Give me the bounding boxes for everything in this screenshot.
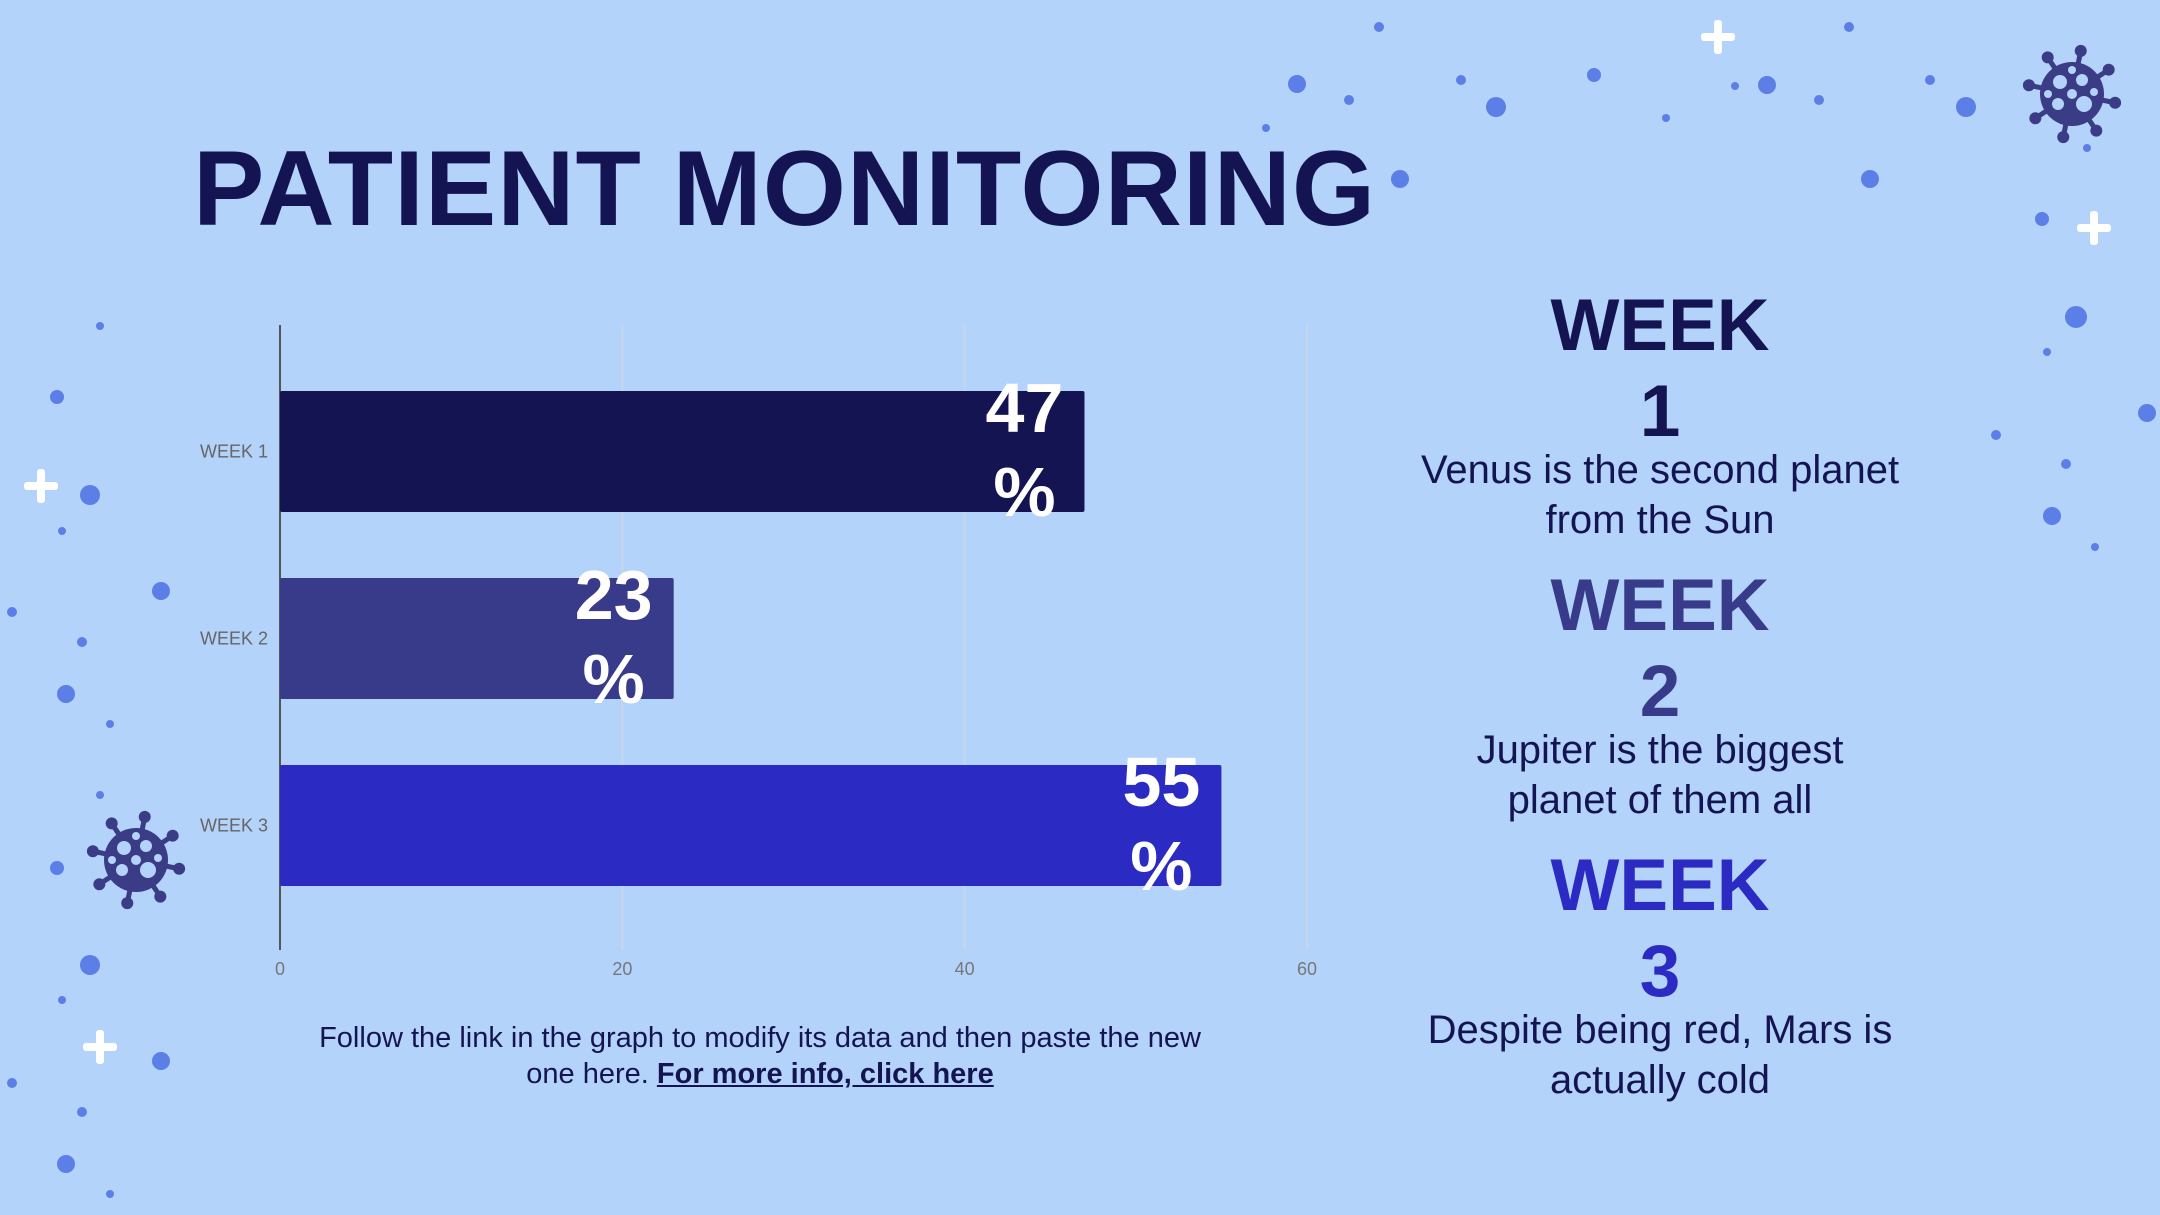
dot-icon [1288, 75, 1306, 93]
x-tick-label: 40 [955, 959, 975, 979]
dot-icon [1925, 75, 1935, 85]
virus-icon [86, 810, 186, 910]
x-tick-label: 60 [1297, 959, 1317, 979]
dot-icon [1814, 95, 1824, 105]
dot-icon [96, 791, 104, 799]
bar-data-label: 23% [575, 556, 653, 718]
category-label: WEEK 2 [200, 629, 268, 649]
week-1-description: Venus is the second planet from the Sun [1420, 448, 1900, 542]
dot-icon [1344, 95, 1354, 105]
dot-icon [50, 390, 64, 404]
x-tick-label: 0 [275, 959, 285, 979]
dot-icon [57, 685, 75, 703]
dot-icon [106, 1190, 114, 1198]
dot-icon [2065, 306, 2087, 328]
plus-icon [1701, 20, 1735, 54]
dot-icon [58, 996, 66, 1004]
x-tick-label: 20 [612, 959, 632, 979]
week-3-description: Despite being red, Mars is actually cold [1427, 1008, 1893, 1102]
plus-icon [24, 469, 58, 503]
dot-icon [57, 1155, 75, 1173]
dot-icon [50, 861, 64, 875]
week-1-block: WEEK 1 Venus is the second planet from t… [1420, 283, 1900, 545]
dot-icon [2091, 543, 2099, 551]
dot-icon [77, 637, 87, 647]
dot-icon [1731, 82, 1739, 90]
dot-icon [58, 527, 66, 535]
bar-data-label: 55% [1122, 743, 1200, 905]
dot-icon [80, 485, 100, 505]
dot-icon [80, 955, 100, 975]
dot-icon [2043, 507, 2061, 525]
virus-icon [2022, 44, 2122, 144]
bar-week-3[interactable] [280, 765, 1222, 886]
bar-week-2[interactable] [280, 578, 674, 699]
dot-icon [1486, 97, 1506, 117]
dot-icon [1456, 75, 1466, 85]
dot-icon [1844, 22, 1854, 32]
week-3-block: WEEK 3 Despite being red, Mars is actual… [1420, 843, 1900, 1105]
dot-icon [2083, 144, 2091, 152]
dot-icon [1391, 170, 1409, 188]
category-label: WEEK 3 [200, 816, 268, 836]
dot-icon [7, 607, 17, 617]
dot-icon [152, 582, 170, 600]
dot-icon [2138, 404, 2156, 422]
week-2-heading: WEEK 2 [1550, 565, 1770, 732]
dot-icon [1662, 114, 1670, 122]
dot-icon [1587, 68, 1601, 82]
plus-icon [83, 1030, 117, 1064]
week-2-block: WEEK 2 Jupiter is the biggest planet of … [1420, 563, 1900, 825]
bar-week-1[interactable] [280, 391, 1085, 512]
dot-icon [77, 1107, 87, 1117]
category-label: WEEK 1 [200, 442, 268, 462]
chart-note: Follow the link in the graph to modify i… [300, 1020, 1220, 1092]
more-info-link[interactable]: For more info, click here [656, 1058, 994, 1090]
bar-data-label: 47% [986, 369, 1064, 531]
dot-icon [152, 1052, 170, 1070]
note-text: Follow the link in the graph to modify i… [319, 1022, 1201, 1090]
dot-icon [1861, 170, 1879, 188]
week-3-heading: WEEK 3 [1550, 845, 1770, 1012]
dot-icon [1262, 124, 1270, 132]
dot-icon [1374, 22, 1384, 32]
page-title: PATIENT MONITORING [193, 128, 1377, 248]
dot-icon [1956, 97, 1976, 117]
dot-icon [2061, 459, 2071, 469]
dot-icon [106, 720, 114, 728]
week-2-description: Jupiter is the biggest planet of them al… [1476, 728, 1844, 822]
plus-icon [2077, 211, 2111, 245]
dot-icon [2043, 348, 2051, 356]
week-1-heading: WEEK 1 [1550, 285, 1770, 452]
dot-icon [1991, 430, 2001, 440]
dot-icon [1758, 76, 1776, 94]
dot-icon [2035, 212, 2049, 226]
dot-icon [96, 322, 104, 330]
dot-icon [7, 1078, 17, 1088]
